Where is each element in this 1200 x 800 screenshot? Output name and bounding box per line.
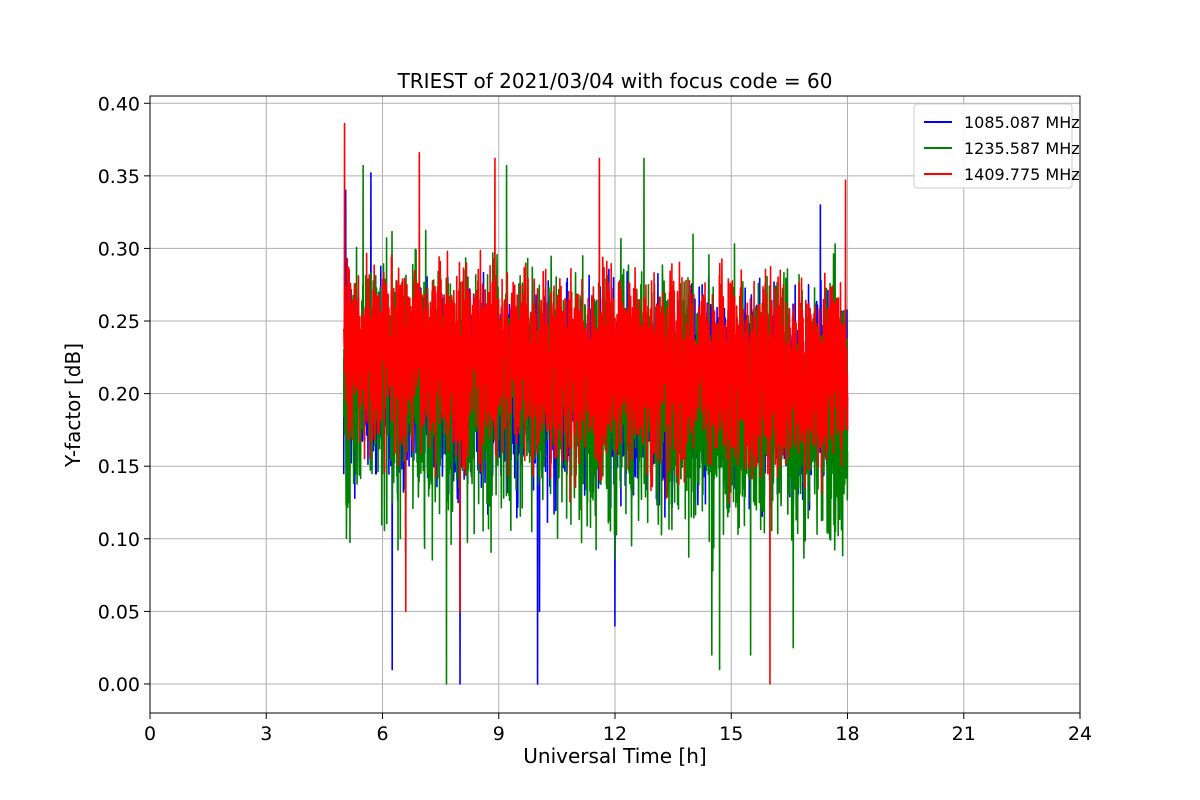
y-tick-label: 0.10 <box>98 529 140 551</box>
x-tick-label: 15 <box>719 723 743 745</box>
y-axis: 0.00 0.05 0.10 0.15 0.20 0.25 0.30 0.35 0.40 <box>98 93 150 696</box>
x-tick-label: 12 <box>603 723 627 745</box>
x-axis-label: Universal Time [h] <box>523 744 706 768</box>
legend-entry-label: 1409.775 MHz <box>964 165 1080 184</box>
chart-title: TRIEST of 2021/03/04 with focus code = 6… <box>397 69 833 93</box>
y-axis-label: Y-factor [dB] <box>61 343 85 468</box>
x-tick-label: 18 <box>835 723 859 745</box>
y-tick-label: 0.35 <box>98 166 140 188</box>
plot-area <box>342 122 849 685</box>
legend-box <box>913 103 1073 189</box>
legend: 1085.087 MHz 1235.587 MHz 1409.775 MHz <box>913 103 1080 189</box>
x-tick-label: 21 <box>952 723 976 745</box>
x-axis: 0 3 6 9 12 15 18 21 24 <box>144 713 1092 745</box>
x-tick-label: 3 <box>260 723 272 745</box>
x-tick-label: 6 <box>376 723 388 745</box>
y-tick-label: 0.00 <box>98 674 140 696</box>
y-tick-label: 0.05 <box>98 601 140 623</box>
x-tick-label: 9 <box>493 723 505 745</box>
legend-entry-label: 1085.087 MHz <box>964 113 1080 132</box>
y-tick-label: 0.15 <box>98 456 140 478</box>
y-tick-label: 0.25 <box>98 311 140 333</box>
legend-entry-label: 1235.587 MHz <box>964 139 1080 158</box>
x-tick-label: 24 <box>1068 723 1092 745</box>
y-tick-label: 0.30 <box>98 238 140 260</box>
x-tick-label: 0 <box>144 723 156 745</box>
y-tick-label: 0.20 <box>98 384 140 406</box>
y-tick-label: 0.40 <box>98 93 140 115</box>
series-line-3 <box>342 122 849 685</box>
